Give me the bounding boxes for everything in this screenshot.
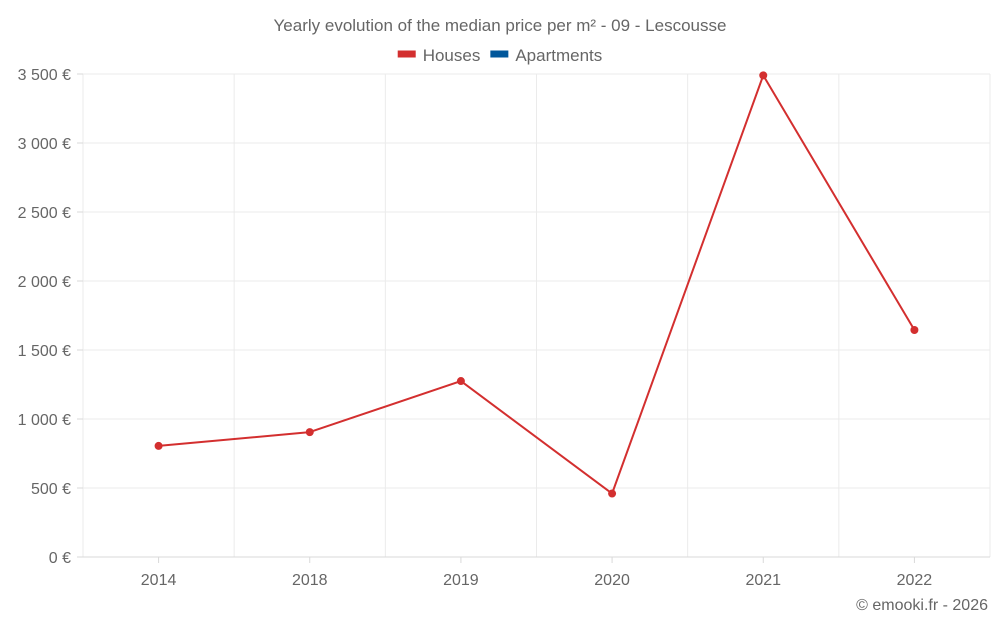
y-tick-label-5: 2 500 € [18,205,71,222]
chart-title: Yearly evolution of the median price per… [274,16,727,35]
x-tick-label-2018: 2018 [292,572,328,589]
point-houses-2020 [608,489,617,498]
x-axis-tick-labels: 2014 2018 2019 2020 2021 2022 [141,572,933,589]
credit-text: © emooki.fr - 2026 [856,597,988,614]
y-tick-label-4: 2 000 € [18,274,71,291]
y-tick-label-2: 1 000 € [18,412,71,429]
x-tick-label-2021: 2021 [745,572,781,589]
legend: Houses Apartments [397,46,602,65]
point-houses-2022 [910,325,919,334]
y-tick-label-7: 3 500 € [18,67,71,84]
y-tick-label-0: 0 € [49,550,71,567]
point-houses-2021 [759,71,768,80]
series-line-houses [158,74,916,495]
grid [82,73,991,557]
x-tick-label-2020: 2020 [594,572,630,589]
y-tick-label-1: 500 € [31,481,71,498]
point-houses-2019 [456,377,465,386]
y-tick-label-6: 3 000 € [18,136,71,153]
x-tick-label-2022: 2022 [897,572,933,589]
x-tick-label-2019: 2019 [443,572,479,589]
axes [77,73,990,563]
y-tick-label-3: 1 500 € [18,343,71,360]
series-layer [154,71,919,498]
legend-swatch-houses [397,50,416,58]
legend-label-houses: Houses [423,46,481,65]
point-houses-2014 [154,441,163,450]
legend-label-apartments: Apartments [515,46,602,65]
y-axis-tick-labels: 0 € 500 € 1 000 € 1 500 € 2 000 € 2 500 € 3 00… [18,67,71,567]
x-tick-label-2014: 2014 [141,572,177,589]
point-houses-2018 [305,428,314,437]
legend-swatch-apartments [490,50,509,58]
